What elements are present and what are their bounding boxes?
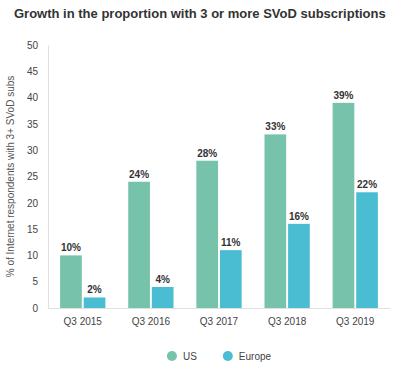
y-tick: 15 xyxy=(27,224,48,235)
bar xyxy=(288,224,310,308)
x-axis: Q3 2015 Q3 2016 Q3 2017 Q3 2018 Q3 2019 xyxy=(49,309,391,328)
y-tick-label: 10 xyxy=(27,250,39,261)
data-label: 33% xyxy=(265,121,285,132)
x-tick: Q3 2017 xyxy=(200,316,239,327)
x-tick: Q3 2019 xyxy=(336,316,375,327)
y-tick-label: 20 xyxy=(27,198,39,209)
y-tick: 10 xyxy=(27,250,48,261)
data-label: 16% xyxy=(289,211,309,222)
bar xyxy=(333,103,355,308)
x-tick-label: Q3 2019 xyxy=(336,316,375,327)
y-axis-title: % of Internet respondents with 3+ SVoD s… xyxy=(5,76,16,278)
x-tick-label: Q3 2016 xyxy=(132,316,171,327)
bars xyxy=(60,103,378,308)
y-tick-label: 40 xyxy=(27,92,39,103)
y-tick-label: 5 xyxy=(32,276,38,287)
legend-marker xyxy=(167,351,177,361)
x-tick-label: Q3 2015 xyxy=(64,316,103,327)
bar xyxy=(152,287,174,308)
data-label: 28% xyxy=(197,148,217,159)
plot: 05101520253035404550Q3 2015Q3 2016Q3 201… xyxy=(27,40,391,327)
x-tick: Q3 2018 xyxy=(268,316,307,327)
x-axis-line xyxy=(49,308,391,309)
y-tick: 5 xyxy=(32,276,48,287)
y-tick: 50 xyxy=(27,40,48,51)
bar xyxy=(84,297,106,308)
y-tick: 25 xyxy=(27,171,48,182)
data-label: 24% xyxy=(129,169,149,180)
data-label: 4% xyxy=(155,274,170,285)
bar xyxy=(128,182,150,308)
data-label: 22% xyxy=(357,179,377,190)
x-tick-label: Q3 2018 xyxy=(268,316,307,327)
data-label: 2% xyxy=(87,284,102,295)
y-axis: 0 5 10 15 20 25 30 35 40 45 50 xyxy=(27,40,49,314)
y-tick: 30 xyxy=(27,145,48,156)
legend-item: Europe xyxy=(223,351,272,362)
x-tick: Q3 2016 xyxy=(132,316,171,327)
y-tick-label: 50 xyxy=(27,40,39,51)
y-tick-label: 45 xyxy=(27,66,39,77)
y-tick-label: 25 xyxy=(27,171,39,182)
bar xyxy=(60,255,82,308)
y-tick-label: 35 xyxy=(27,119,39,130)
y-tick-label: 15 xyxy=(27,224,39,235)
y-tick-label: 30 xyxy=(27,145,39,156)
data-label: 11% xyxy=(221,237,241,248)
title: Growth in the proportion with 3 or more … xyxy=(14,6,386,21)
data-labels: 10% 24% 28% 33% 39% 2% 4% 11% 16% 22% xyxy=(61,90,377,296)
bar xyxy=(196,161,218,308)
data-label: 10% xyxy=(61,242,81,253)
y-tick-label: 0 xyxy=(32,303,38,314)
bar xyxy=(356,192,378,308)
legend: US Europe xyxy=(167,351,272,362)
y-tick: 0 xyxy=(32,303,48,314)
y-tick: 35 xyxy=(27,119,48,130)
data-label: 39% xyxy=(333,90,353,101)
legend-item: US xyxy=(167,351,197,362)
y-tick: 40 xyxy=(27,92,48,103)
bar xyxy=(264,134,286,308)
x-tick: Q3 2015 xyxy=(64,316,103,327)
y-tick: 45 xyxy=(27,66,48,77)
legend-marker xyxy=(223,351,233,361)
bar xyxy=(220,250,242,308)
y-axis-line xyxy=(48,46,49,309)
legend-label: Europe xyxy=(239,351,272,362)
chart: Growth in the proportion with 3 or more … xyxy=(0,0,400,368)
y-tick: 20 xyxy=(27,198,48,209)
legend-label: US xyxy=(183,351,197,362)
x-tick-label: Q3 2017 xyxy=(200,316,239,327)
